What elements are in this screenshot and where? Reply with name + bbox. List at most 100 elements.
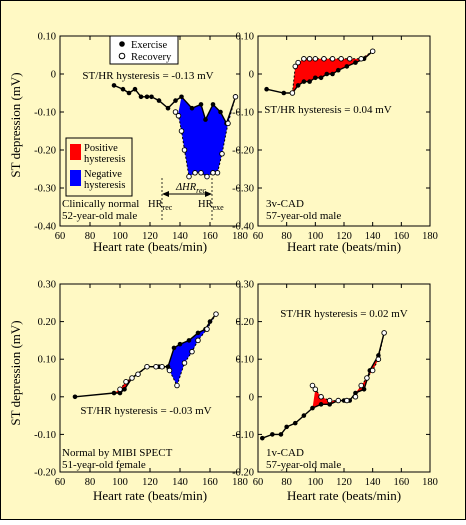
recovery-point bbox=[178, 128, 185, 134]
subject-line-1: Normal by MIBI SPECT bbox=[62, 447, 173, 459]
recovery-point bbox=[301, 56, 307, 62]
y-tick-label: -0.10 bbox=[232, 108, 254, 119]
recovery-point bbox=[198, 170, 204, 176]
y-tick-label: -0.20 bbox=[34, 146, 56, 157]
recovery-point bbox=[172, 109, 179, 115]
hysteresis-legend: Positive hysteresis Negative hysteresis bbox=[65, 137, 133, 197]
x-tick-label: 60 bbox=[55, 477, 66, 488]
recovery-point bbox=[192, 170, 198, 176]
recovery-point bbox=[135, 371, 141, 377]
x-axis-label: Heart rate (beats/min) bbox=[287, 239, 401, 254]
recovery-point bbox=[225, 120, 231, 127]
y-tick-label: 0.10 bbox=[236, 32, 254, 43]
recovery-point bbox=[329, 56, 336, 62]
exercise-point bbox=[353, 390, 358, 396]
x-tick-label: 140 bbox=[172, 477, 188, 488]
recovery-point bbox=[210, 170, 216, 176]
hysteresis-label: ST/HR hysteresis = 0.04 mV bbox=[264, 104, 392, 116]
recovery-point bbox=[174, 382, 180, 389]
delta-hr-main: HR bbox=[181, 182, 197, 193]
exercise-point bbox=[344, 64, 350, 69]
x-tick-label: 120 bbox=[142, 231, 158, 242]
positive-legend-label-1: Positive bbox=[84, 143, 118, 154]
recovery-point bbox=[175, 113, 182, 119]
recovery-point bbox=[186, 173, 192, 180]
exercise-marker-icon bbox=[119, 41, 125, 47]
recovery-point bbox=[338, 56, 344, 62]
y-tick-label: 0.30 bbox=[38, 280, 56, 291]
x-tick-label: 120 bbox=[336, 231, 352, 242]
marker-legend-box bbox=[109, 35, 179, 65]
exercise-point bbox=[301, 79, 307, 84]
exercise-point bbox=[171, 345, 177, 351]
x-tick-label: 60 bbox=[55, 231, 66, 242]
x-tick-label: 180 bbox=[422, 477, 438, 488]
x-tick-label: 100 bbox=[307, 231, 323, 242]
x-tick-label: 140 bbox=[365, 477, 381, 488]
y-axis-label: ST depression (mV) bbox=[8, 320, 23, 425]
y-tick-label: 0.10 bbox=[38, 355, 56, 366]
exercise-point bbox=[324, 71, 330, 77]
exercise-point bbox=[126, 90, 132, 96]
recovery-point bbox=[159, 363, 165, 370]
recovery-point bbox=[214, 170, 221, 176]
exercise-point bbox=[179, 94, 184, 100]
exercise-point bbox=[165, 105, 171, 111]
exercise-legend-label: Exercise bbox=[131, 40, 167, 51]
exercise-point bbox=[361, 386, 367, 392]
y-tick-label: 0 bbox=[51, 392, 56, 403]
exercise-point bbox=[111, 83, 117, 88]
hr-exe-sub: exe bbox=[213, 203, 225, 212]
exercise-point bbox=[186, 338, 192, 343]
y-tick-label: -0.30 bbox=[34, 184, 56, 195]
recovery-point bbox=[318, 394, 324, 400]
y-tick-label: -0.10 bbox=[232, 430, 254, 441]
y-tick-label: 0.10 bbox=[236, 355, 254, 366]
x-tick-label: 120 bbox=[336, 477, 352, 488]
x-tick-label: 160 bbox=[393, 477, 409, 488]
subject-line-1: 3v-CAD bbox=[266, 198, 304, 210]
x-tick-label: 140 bbox=[172, 231, 188, 242]
marker-legend: Exercise Recovery bbox=[109, 35, 179, 65]
x-tick-label: 160 bbox=[202, 477, 218, 488]
x-tick-label: 100 bbox=[112, 231, 128, 242]
x-axis-label: Heart rate (beats/min) bbox=[287, 488, 401, 503]
delta-hr-label: ΔHRrec bbox=[175, 182, 207, 195]
recovery-point bbox=[312, 56, 319, 62]
exercise-point bbox=[198, 102, 204, 107]
exercise-point bbox=[203, 117, 208, 122]
exercise-point bbox=[310, 405, 315, 411]
recovery-point bbox=[335, 397, 342, 404]
exercise-point bbox=[111, 390, 117, 396]
x-tick-label: 120 bbox=[142, 477, 158, 488]
recovery-point bbox=[204, 326, 210, 332]
exercise-point bbox=[72, 394, 78, 400]
exercise-point bbox=[318, 75, 324, 81]
recovery-point bbox=[123, 379, 129, 385]
recovery-marker-icon bbox=[118, 52, 126, 60]
recovery-point bbox=[189, 348, 195, 355]
recovery-point bbox=[358, 56, 364, 62]
exercise-point bbox=[138, 94, 144, 100]
y-tick-label: 0.10 bbox=[38, 32, 56, 43]
x-tick-label: 160 bbox=[202, 231, 218, 242]
exercise-point bbox=[195, 330, 201, 336]
recovery-point bbox=[219, 151, 225, 157]
recovery-point bbox=[232, 94, 239, 100]
recovery-point bbox=[289, 90, 296, 96]
y-tick-label: 0 bbox=[249, 392, 254, 403]
recovery-point bbox=[309, 382, 316, 389]
subject-line-1: 1v-CAD bbox=[266, 447, 304, 459]
x-axis-label: Heart rate (beats/min) bbox=[93, 239, 207, 254]
recovery-point bbox=[312, 386, 319, 393]
exercise-point bbox=[264, 86, 269, 92]
recovery-point bbox=[195, 337, 201, 344]
y-tick-label: 0.20 bbox=[38, 317, 56, 328]
panel-bottom-left: ST/HR hysteresis = -0.03 mV Normal by MI… bbox=[8, 280, 248, 504]
x-tick-label: 80 bbox=[85, 231, 96, 242]
right-arrowhead-icon bbox=[205, 191, 212, 197]
exercise-point bbox=[173, 98, 178, 103]
x-tick-label: 180 bbox=[232, 231, 248, 242]
recovery-point bbox=[346, 56, 353, 62]
